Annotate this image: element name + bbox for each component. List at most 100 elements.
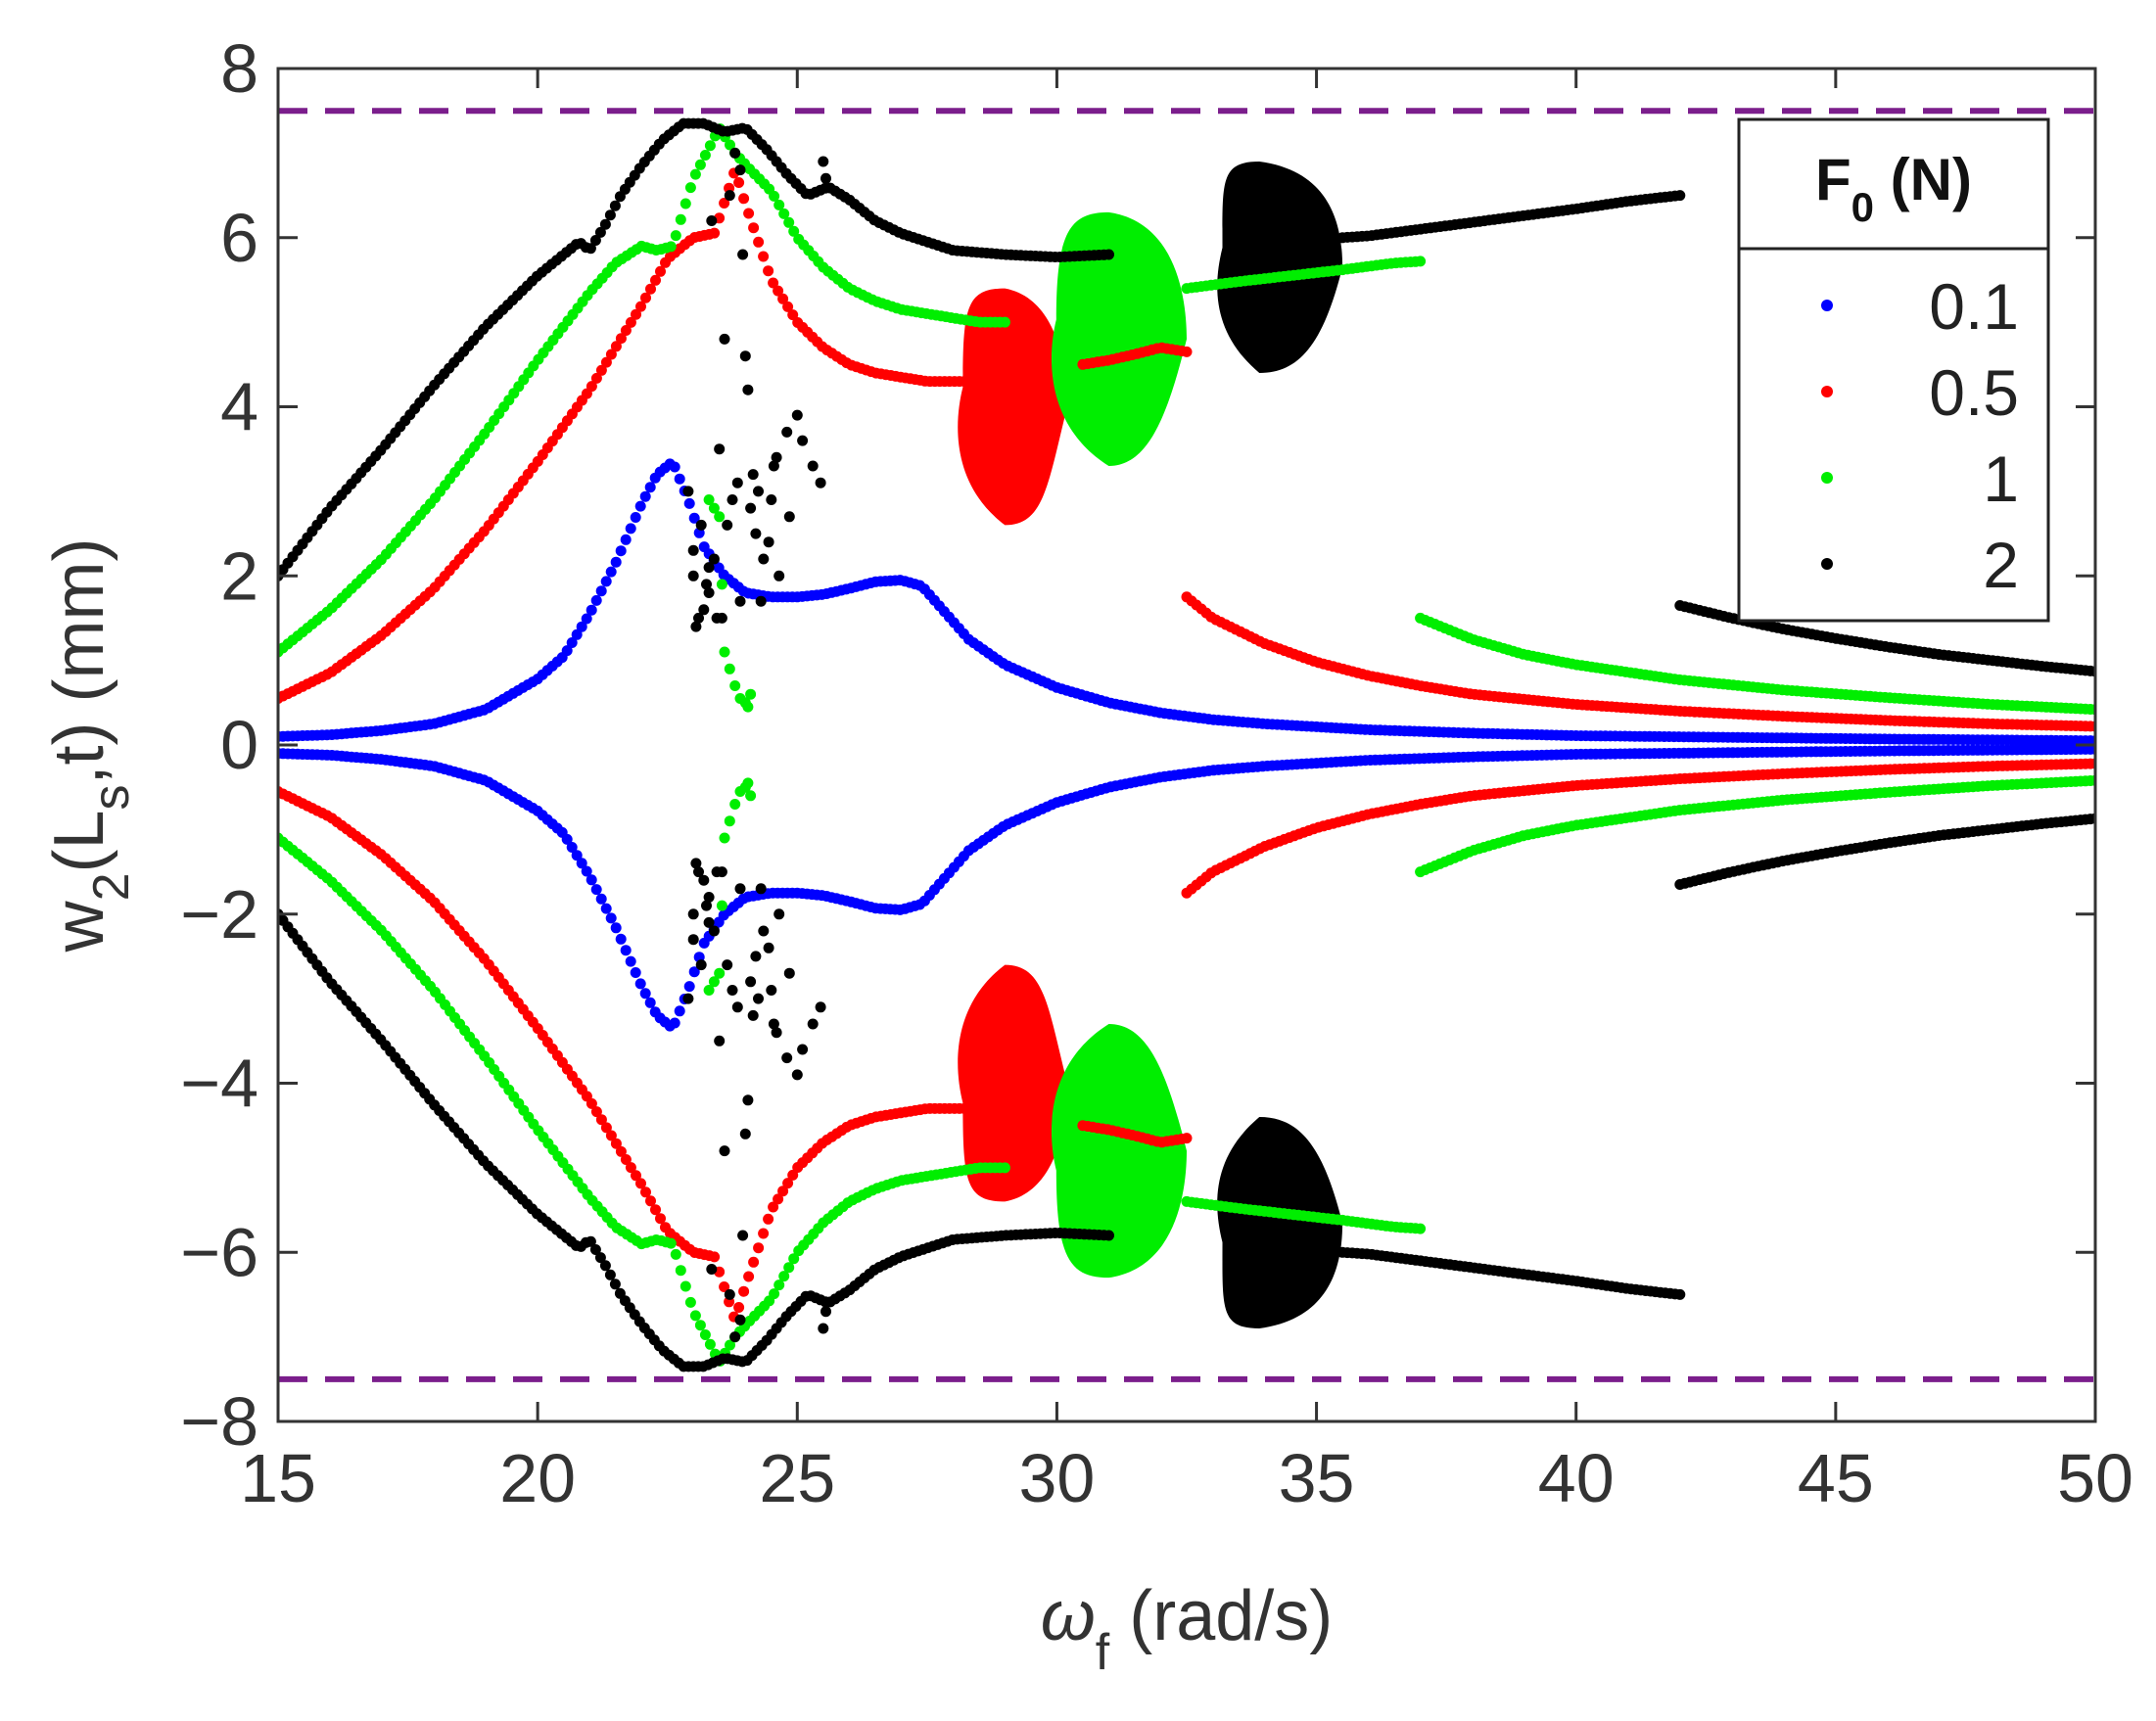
data-point: [644, 997, 656, 1008]
data-point: [748, 222, 760, 234]
data-point: [566, 842, 578, 853]
scatter-point: [706, 215, 718, 226]
y-tick-label: 6: [220, 200, 258, 276]
scatter-points-1-lower: [703, 777, 757, 996]
data-point: [615, 545, 627, 557]
scatter-point: [731, 1001, 743, 1013]
data-point: [561, 645, 573, 657]
limit-cycle-band-2-lower: [1217, 1117, 1343, 1328]
legend-entry-0_5: 0.5: [1821, 356, 2019, 429]
data-point: [644, 482, 656, 493]
scatter-point: [771, 1027, 782, 1039]
data-point: [709, 227, 721, 239]
scatter-point: [797, 1044, 809, 1055]
data-point: [650, 274, 661, 286]
scatter-point: [703, 892, 715, 903]
data-point: [783, 216, 795, 228]
legend-marker: [1821, 472, 1833, 484]
legend-title: F0 (N): [1815, 147, 1972, 230]
scatter-point: [753, 993, 764, 1004]
scatter-point: [745, 502, 757, 514]
scatter-point: [703, 916, 715, 928]
scatter-point: [766, 985, 777, 996]
data-point: [725, 1339, 735, 1351]
data-point: [689, 1310, 701, 1322]
scatter-point: [818, 1323, 829, 1334]
data-point: [680, 1280, 691, 1292]
series-2-lower: [278, 813, 2095, 1372]
scatter-point: [687, 544, 699, 556]
data-point: [585, 1235, 596, 1247]
data-point: [763, 1213, 774, 1225]
data-point: [576, 621, 587, 632]
data-point: [683, 497, 695, 509]
scatter-point: [734, 1314, 746, 1326]
data-point: [610, 922, 622, 934]
data-point: [778, 208, 790, 219]
data-point: [586, 381, 597, 393]
data-point: [594, 1252, 606, 1264]
scatter-point: [745, 790, 757, 802]
scatter-point: [701, 900, 712, 911]
scatter-point: [708, 976, 720, 988]
data-point: [631, 308, 641, 320]
series-0_5-upper: [278, 167, 2095, 732]
data-point: [1103, 1230, 1114, 1241]
data-point: [1674, 1288, 1686, 1300]
series-1-upper: [278, 123, 2095, 716]
y-tick-label: −4: [180, 1046, 258, 1122]
data-point: [773, 1279, 785, 1291]
data-point: [625, 316, 636, 328]
limit-cycle-band-0_5-lower: [958, 964, 1068, 1202]
scatter-point: [791, 409, 803, 421]
limit-cycle-band-0_5-upper: [958, 288, 1068, 526]
scatter-point: [815, 1001, 826, 1013]
data-point: [782, 301, 794, 312]
data-point: [719, 1281, 730, 1292]
data-point: [773, 199, 785, 210]
data-point: [590, 884, 602, 896]
data-point: [604, 209, 616, 221]
scatter-point: [750, 528, 762, 539]
data-point: [605, 566, 617, 578]
data-point: [605, 912, 617, 924]
data-point: [683, 981, 695, 993]
data-point: [684, 1296, 696, 1308]
limit-cycle-band-1-upper: [1051, 211, 1187, 466]
legend-title-main: F: [1815, 147, 1851, 212]
data-point: [600, 903, 612, 914]
data-point: [675, 213, 686, 225]
data-point: [699, 150, 711, 161]
scatter-point: [734, 164, 746, 176]
data-point: [594, 226, 606, 238]
data-point: [650, 1204, 661, 1216]
band-shape: [958, 964, 1068, 1202]
data-point: [571, 850, 583, 861]
y-tick-label: −2: [180, 876, 258, 953]
data-point: [704, 140, 716, 152]
data-point: [1103, 249, 1114, 260]
x-tick-label: 50: [2057, 1440, 2133, 1516]
scatter-point: [807, 1018, 819, 1030]
data-point: [590, 594, 602, 606]
legend-entry-0_1: 0.1: [1821, 270, 2019, 343]
x-tick-label: 30: [1018, 1440, 1095, 1516]
data-point: [585, 243, 596, 255]
data-point: [773, 1193, 784, 1205]
scatter-point: [807, 460, 819, 472]
scatter-point: [687, 570, 699, 581]
data-point: [748, 1256, 760, 1268]
scatter-point: [708, 925, 720, 937]
data-point: [773, 285, 784, 297]
scatter-point: [742, 701, 754, 713]
data-point: [753, 1242, 765, 1254]
data-point: [738, 193, 750, 205]
data-point: [605, 349, 617, 360]
data-point: [788, 1253, 800, 1265]
data-point: [639, 988, 651, 1000]
scatter-point: [719, 333, 730, 345]
scatter-point: [716, 900, 727, 911]
scatter-point: [726, 494, 738, 505]
data-point: [595, 893, 607, 905]
